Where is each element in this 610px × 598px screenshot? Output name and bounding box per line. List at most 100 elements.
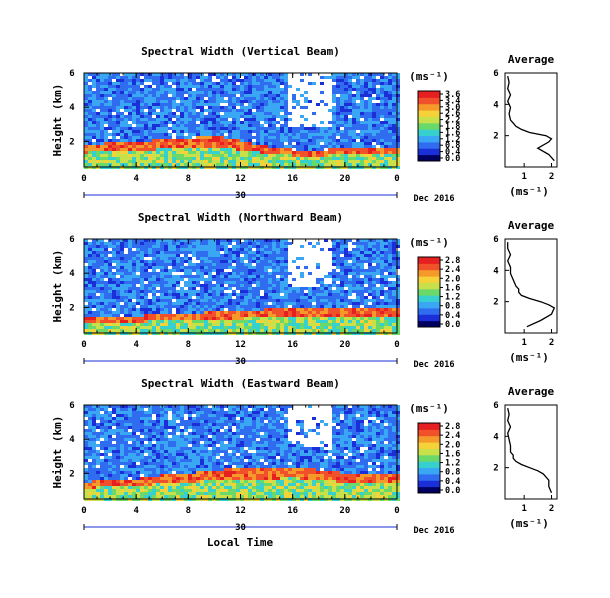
heatmap-cell xyxy=(316,148,320,151)
heatmap-cell xyxy=(216,151,220,154)
heatmap-cell xyxy=(92,118,96,121)
heatmap-cell xyxy=(368,142,372,145)
heatmap-cell xyxy=(272,148,276,151)
heatmap-cell xyxy=(260,88,264,91)
heatmap-cell xyxy=(148,266,152,269)
heatmap-cell xyxy=(224,245,228,248)
heatmap-cell xyxy=(144,308,148,311)
heatmap-cell xyxy=(364,296,368,299)
heatmap-cell xyxy=(236,317,240,320)
heatmap-cell xyxy=(220,320,224,323)
heatmap-cell xyxy=(120,320,124,323)
heatmap-cell xyxy=(180,266,184,269)
heatmap-cell xyxy=(264,320,268,323)
heatmap-cell xyxy=(296,148,300,151)
heatmap-cell xyxy=(308,151,312,154)
heatmap-cell xyxy=(108,278,112,281)
heatmap-cell xyxy=(280,112,284,115)
heatmap-cell xyxy=(232,290,236,293)
heatmap-cell xyxy=(392,124,396,127)
heatmap-cell xyxy=(176,91,180,94)
heatmap-cell xyxy=(276,100,280,103)
heatmap-cell xyxy=(380,91,384,94)
heatmap-cell xyxy=(220,257,224,260)
heatmap-cell xyxy=(248,272,252,275)
heatmap-cell xyxy=(272,305,276,308)
heatmap-cell xyxy=(352,160,356,163)
heatmap-cell xyxy=(140,133,144,136)
heatmap-cell xyxy=(184,142,188,145)
heatmap-cell xyxy=(196,323,200,326)
heatmap-cell xyxy=(164,91,168,94)
heatmap-cell xyxy=(292,136,296,139)
heatmap-cell xyxy=(340,296,344,299)
heatmap-cell xyxy=(264,142,268,145)
heatmap-cell xyxy=(300,293,304,296)
heatmap-cell xyxy=(232,100,236,103)
heatmap-cell xyxy=(180,136,184,139)
heatmap-cell xyxy=(256,139,260,142)
heatmap-cell xyxy=(316,100,320,103)
heatmap-cell xyxy=(388,130,392,133)
heatmap-cell xyxy=(360,251,364,254)
heatmap-cell xyxy=(252,287,256,290)
heatmap-cell xyxy=(176,290,180,293)
heatmap-cell xyxy=(180,248,184,251)
heatmap-cell xyxy=(92,326,96,329)
heatmap-cell xyxy=(204,91,208,94)
heatmap-cell xyxy=(364,311,368,314)
heatmap-cell xyxy=(340,293,344,296)
heatmap-cell xyxy=(196,121,200,124)
heatmap-cell xyxy=(288,260,292,263)
heatmap-cell xyxy=(304,121,308,124)
heatmap-cell xyxy=(128,248,132,251)
heatmap-cell xyxy=(320,308,324,311)
heatmap-cell xyxy=(280,73,284,76)
heatmap-cell xyxy=(156,314,160,317)
heatmap-cell xyxy=(188,79,192,82)
heatmap-cell xyxy=(220,266,224,269)
heatmap-cell xyxy=(308,163,312,166)
heatmap-cell xyxy=(340,254,344,257)
heatmap-cell xyxy=(144,245,148,248)
heatmap-cell xyxy=(324,100,328,103)
heatmap-cell xyxy=(136,160,140,163)
heatmap-cell xyxy=(228,317,232,320)
heatmap-cell xyxy=(152,278,156,281)
heatmap-cell xyxy=(264,317,268,320)
heatmap-cell xyxy=(236,121,240,124)
heatmap-cell xyxy=(104,266,108,269)
heatmap-cell xyxy=(292,275,296,278)
heatmap-cell xyxy=(200,323,204,326)
heatmap-cell xyxy=(104,290,108,293)
heatmap-cell xyxy=(332,293,336,296)
heatmap-cell xyxy=(120,326,124,329)
heatmap-cell xyxy=(184,320,188,323)
heatmap-cell xyxy=(320,242,324,245)
heatmap-cell xyxy=(124,109,128,112)
heatmap-cell xyxy=(116,329,120,332)
heatmap-cell xyxy=(224,115,228,118)
heatmap-cell xyxy=(116,118,120,121)
heatmap-cell xyxy=(132,91,136,94)
heatmap-cell xyxy=(144,73,148,76)
heatmap-cell xyxy=(260,139,264,142)
heatmap-cell xyxy=(308,317,312,320)
heatmap-cell xyxy=(292,85,296,88)
heatmap-cell xyxy=(384,124,388,127)
heatmap-cell xyxy=(292,151,296,154)
heatmap-cell xyxy=(168,145,172,148)
heatmap-cell xyxy=(140,136,144,139)
heatmap-cell xyxy=(236,148,240,151)
heatmap-cell xyxy=(224,88,228,91)
heatmap-cell xyxy=(96,299,100,302)
heatmap-cell xyxy=(240,148,244,151)
heatmap-cell xyxy=(352,254,356,257)
heatmap-cell xyxy=(244,254,248,257)
heatmap-cell xyxy=(268,133,272,136)
heatmap-cell xyxy=(368,260,372,263)
heatmap-cell xyxy=(356,85,360,88)
heatmap-cell xyxy=(84,308,88,311)
heatmap-cell xyxy=(228,109,232,112)
heatmap-cell xyxy=(212,299,216,302)
